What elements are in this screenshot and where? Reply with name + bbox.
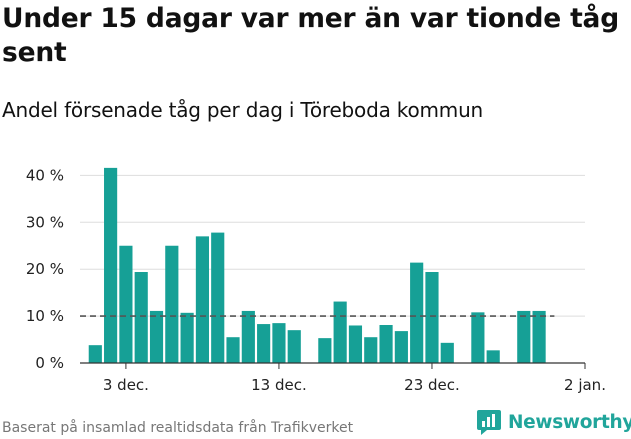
newsworthy-brand[interactable]: Newsworthy [476,408,631,436]
bar [471,312,485,363]
gridlines [80,174,585,317]
newsworthy-logo-icon [477,410,501,435]
bar [532,310,546,363]
bar [425,272,439,363]
bar [440,342,454,363]
bar [333,301,347,363]
source-note: Baserat på insamlad realtidsdata från Tr… [2,420,354,436]
x-tick-label: 2 jan. [564,376,606,394]
bar [348,325,363,363]
bar [394,331,408,363]
x-tick-label: 13 dec. [251,376,307,394]
bar [410,262,424,363]
bar [318,338,332,363]
bar [257,324,271,363]
bar [241,310,255,363]
bar [88,345,102,363]
bar [364,337,378,363]
bar [287,330,301,363]
bar [226,337,240,363]
y-tick-label: 30 % [26,213,64,231]
bar [104,167,118,363]
y-tick-label: 40 % [26,166,64,184]
bars [88,167,546,363]
chart-title: Under 15 dagar var mer än var tionde tåg… [2,3,619,68]
bar [211,232,225,363]
y-tick-label: 10 % [26,307,64,325]
bar [119,245,133,363]
bar [149,310,164,363]
x-tick-label: 3 dec. [103,376,149,394]
x-tick-label: 23 dec. [404,376,460,394]
y-axis-ticks: 0 % 10 % 20 % 30 % 40 % [26,166,64,372]
bar-chart: 0 % 10 % 20 % 30 % 40 % 3 dec. 13 dec. 23 dec.… [26,166,606,394]
bar [486,350,500,363]
bar [134,272,148,363]
y-tick-label: 20 % [26,260,64,278]
y-tick-label: 0 % [35,354,64,372]
bar [517,310,531,363]
chart-subtitle: Andel försenade tåg per dag i Töreboda k… [2,98,484,122]
bar [272,323,286,363]
x-axis: 3 dec. 13 dec. 23 dec. 2 jan. [80,362,606,394]
bar [195,236,210,363]
brand-name: Newsworthy [508,411,631,433]
bar [180,312,194,363]
bar [379,325,393,363]
bar [165,245,179,363]
